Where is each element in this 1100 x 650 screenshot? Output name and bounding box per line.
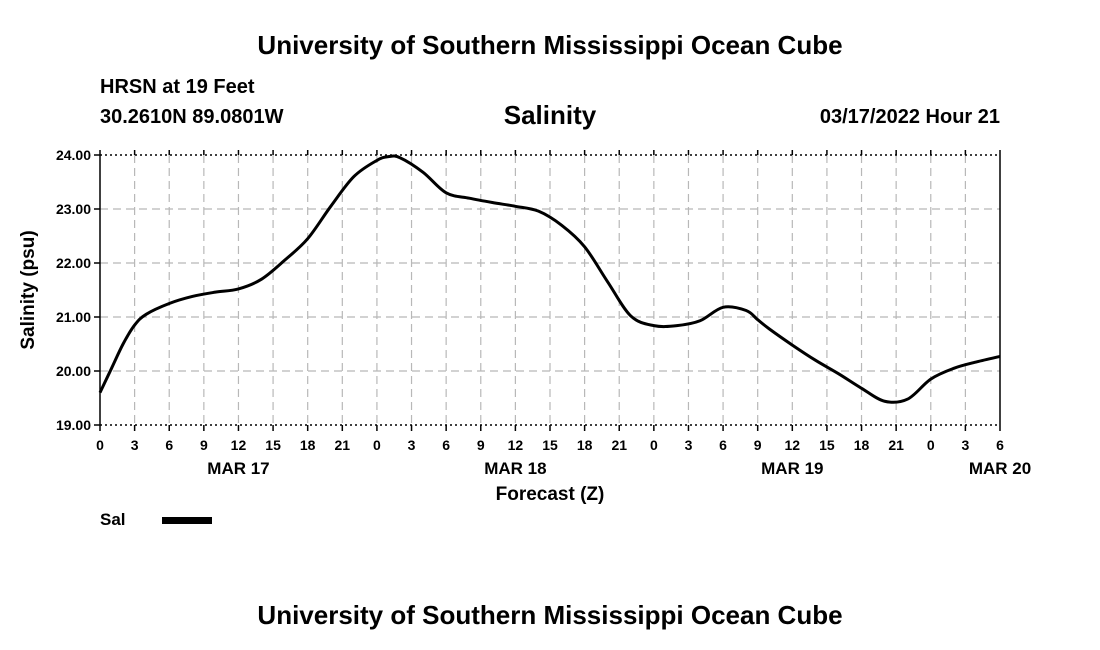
x-tick-label: 15 [265, 437, 281, 453]
x-tick-label: 9 [754, 437, 762, 453]
x-tick-label: 3 [131, 437, 139, 453]
y-tick-label: 19.00 [56, 417, 91, 433]
x-tick-label: 0 [373, 437, 381, 453]
x-tick-label: 0 [96, 437, 104, 453]
x-tick-label: 0 [650, 437, 658, 453]
legend-label: Sal [100, 510, 126, 529]
x-tick-label: 18 [854, 437, 870, 453]
x-tick-label: 9 [477, 437, 485, 453]
y-tick-label: 20.00 [56, 363, 91, 379]
x-tick-label: 9 [200, 437, 208, 453]
y-tick-label: 22.00 [56, 255, 91, 271]
x-tick-label: 12 [508, 437, 524, 453]
x-axis-label: Forecast (Z) [496, 484, 605, 505]
x-tick-label: 18 [300, 437, 316, 453]
x-tick-label: 6 [719, 437, 727, 453]
x-tick-label: 18 [577, 437, 593, 453]
x-tick-label: 6 [996, 437, 1004, 453]
x-tick-label: 12 [231, 437, 247, 453]
y-tick-label: 23.00 [56, 201, 91, 217]
chart-title: Salinity [503, 100, 597, 130]
x-tick-label: 15 [819, 437, 835, 453]
x-day-label: MAR 20 [969, 459, 1031, 478]
x-tick-label: 21 [888, 437, 904, 453]
x-tick-label: 0 [927, 437, 935, 453]
station-coordinates: 30.2610N 89.0801W [100, 106, 284, 128]
x-tick-label: 21 [611, 437, 627, 453]
legend-swatch [162, 517, 212, 524]
forecast-datetime: 03/17/2022 Hour 21 [819, 106, 1000, 128]
station-label: HRSN at 19 Feet [100, 76, 255, 98]
y-tick-label: 24.00 [56, 147, 91, 163]
x-tick-label: 12 [785, 437, 801, 453]
x-tick-label: 6 [165, 437, 173, 453]
y-tick-label: 21.00 [56, 309, 91, 325]
x-day-label: MAR 18 [484, 459, 546, 478]
x-tick-label: 3 [408, 437, 416, 453]
x-tick-label: 15 [542, 437, 558, 453]
x-day-label: MAR 17 [207, 459, 269, 478]
x-tick-label: 6 [442, 437, 450, 453]
x-tick-label: 3 [961, 437, 969, 453]
main-title: University of Southern Mississippi Ocean… [257, 30, 843, 60]
footer-title: University of Southern Mississippi Ocean… [257, 600, 843, 630]
series-line-sal [98, 154, 1001, 404]
x-day-label: MAR 19 [761, 459, 823, 478]
x-tick-label: 21 [335, 437, 351, 453]
x-tick-label: 3 [685, 437, 693, 453]
y-axis-label: Salinity (psu) [18, 230, 39, 349]
